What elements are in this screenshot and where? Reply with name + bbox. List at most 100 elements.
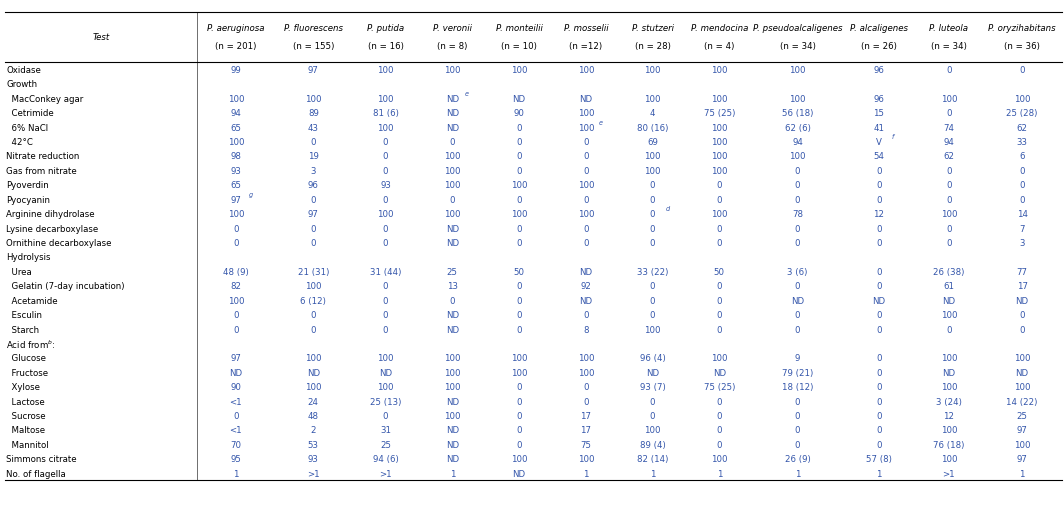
Text: (n = 16): (n = 16): [367, 41, 403, 51]
Text: Maltose: Maltose: [6, 426, 46, 435]
Text: 0: 0: [516, 195, 521, 205]
Text: 0: 0: [650, 224, 655, 233]
Text: ND: ND: [446, 94, 459, 104]
Text: P. alcaligenes: P. alcaligenes: [850, 24, 908, 33]
Text: 0: 0: [233, 411, 238, 420]
Text: (n =12): (n =12): [569, 41, 602, 51]
Text: ND: ND: [306, 368, 320, 377]
Text: 0: 0: [876, 426, 882, 435]
Text: 100: 100: [941, 94, 957, 104]
Text: ND: ND: [943, 368, 955, 377]
Text: e: e: [465, 90, 469, 96]
Text: (n = 8): (n = 8): [437, 41, 467, 51]
Text: Xylose: Xylose: [6, 382, 40, 391]
Text: Arginine dihydrolase: Arginine dihydrolase: [6, 210, 95, 219]
Text: 100: 100: [444, 382, 461, 391]
Text: 100: 100: [228, 296, 244, 305]
Text: 0: 0: [946, 238, 951, 247]
Text: 25: 25: [447, 267, 458, 276]
Text: 0: 0: [717, 411, 722, 420]
Text: 100: 100: [711, 354, 728, 363]
Text: 0: 0: [946, 195, 951, 205]
Text: 77: 77: [1016, 267, 1028, 276]
Text: 0: 0: [876, 382, 882, 391]
Text: Lactose: Lactose: [6, 397, 45, 406]
Text: 93: 93: [307, 454, 319, 464]
Text: 100: 100: [228, 210, 244, 219]
Text: 65: 65: [230, 181, 242, 190]
Text: 33 (22): 33 (22): [637, 267, 668, 276]
Text: 100: 100: [645, 152, 661, 161]
Text: 90: 90: [231, 382, 242, 391]
Text: 96: 96: [874, 66, 884, 75]
Text: 100: 100: [645, 426, 661, 435]
Text: 100: 100: [578, 66, 594, 75]
Text: 100: 100: [578, 454, 594, 464]
Text: Acid from$^b$:: Acid from$^b$:: [6, 337, 56, 350]
Text: 100: 100: [444, 368, 461, 377]
Text: 8: 8: [583, 325, 588, 334]
Text: 0: 0: [795, 181, 800, 190]
Text: Glucose: Glucose: [6, 354, 47, 363]
Text: (n = 34): (n = 34): [780, 41, 815, 51]
Text: 21 (31): 21 (31): [298, 267, 329, 276]
Text: 17: 17: [580, 426, 592, 435]
Text: 0: 0: [311, 325, 316, 334]
Text: ND: ND: [713, 368, 726, 377]
Text: 3 (6): 3 (6): [787, 267, 808, 276]
Text: 0: 0: [1019, 66, 1025, 75]
Text: ND: ND: [446, 238, 459, 247]
Text: 100: 100: [305, 354, 321, 363]
Text: 0: 0: [516, 440, 521, 449]
Text: 100: 100: [444, 66, 461, 75]
Text: 0: 0: [233, 224, 238, 233]
Text: 100: 100: [711, 152, 728, 161]
Text: 100: 100: [578, 181, 594, 190]
Text: 100: 100: [578, 123, 594, 132]
Text: 0: 0: [233, 325, 238, 334]
Text: 74: 74: [944, 123, 954, 132]
Text: 0: 0: [583, 224, 588, 233]
Text: 95: 95: [231, 454, 242, 464]
Text: 100: 100: [711, 123, 728, 132]
Text: 100: 100: [511, 181, 528, 190]
Text: 0: 0: [1019, 195, 1025, 205]
Text: ND: ND: [446, 454, 459, 464]
Text: ND: ND: [513, 94, 526, 104]
Text: 56 (18): 56 (18): [782, 109, 813, 118]
Text: 100: 100: [711, 454, 728, 464]
Text: Gas from nitrate: Gas from nitrate: [6, 167, 77, 176]
Text: 0: 0: [583, 195, 588, 205]
Text: e: e: [599, 119, 602, 125]
Text: 26 (38): 26 (38): [933, 267, 964, 276]
Text: Cetrimide: Cetrimide: [6, 109, 54, 118]
Text: P. pseudoalcaligenes: P. pseudoalcaligenes: [752, 24, 843, 33]
Text: 100: 100: [941, 210, 957, 219]
Text: 0: 0: [516, 296, 521, 305]
Text: 48: 48: [307, 411, 319, 420]
Text: 25 (28): 25 (28): [1007, 109, 1037, 118]
Text: 0: 0: [583, 397, 588, 406]
Text: 100: 100: [941, 426, 957, 435]
Text: 0: 0: [650, 181, 655, 190]
Text: 0: 0: [516, 152, 521, 161]
Text: 100: 100: [378, 123, 394, 132]
Text: Hydrolysis: Hydrolysis: [6, 253, 51, 262]
Text: 0: 0: [516, 325, 521, 334]
Text: 0: 0: [795, 195, 800, 205]
Text: 0: 0: [946, 325, 951, 334]
Text: (n = 4): (n = 4): [704, 41, 734, 51]
Text: 97: 97: [1016, 454, 1028, 464]
Text: No. of flagella: No. of flagella: [6, 469, 66, 478]
Text: 0: 0: [717, 311, 722, 320]
Text: 0: 0: [311, 224, 316, 233]
Text: 100: 100: [1014, 94, 1030, 104]
Text: 62 (6): 62 (6): [784, 123, 811, 132]
Text: 76 (18): 76 (18): [933, 440, 964, 449]
Text: Acetamide: Acetamide: [6, 296, 59, 305]
Text: 100: 100: [511, 454, 528, 464]
Text: P. aeruginosa: P. aeruginosa: [207, 24, 265, 33]
Text: P. luteola: P. luteola: [929, 24, 968, 33]
Text: Pyoverdin: Pyoverdin: [6, 181, 49, 190]
Text: 0: 0: [449, 296, 455, 305]
